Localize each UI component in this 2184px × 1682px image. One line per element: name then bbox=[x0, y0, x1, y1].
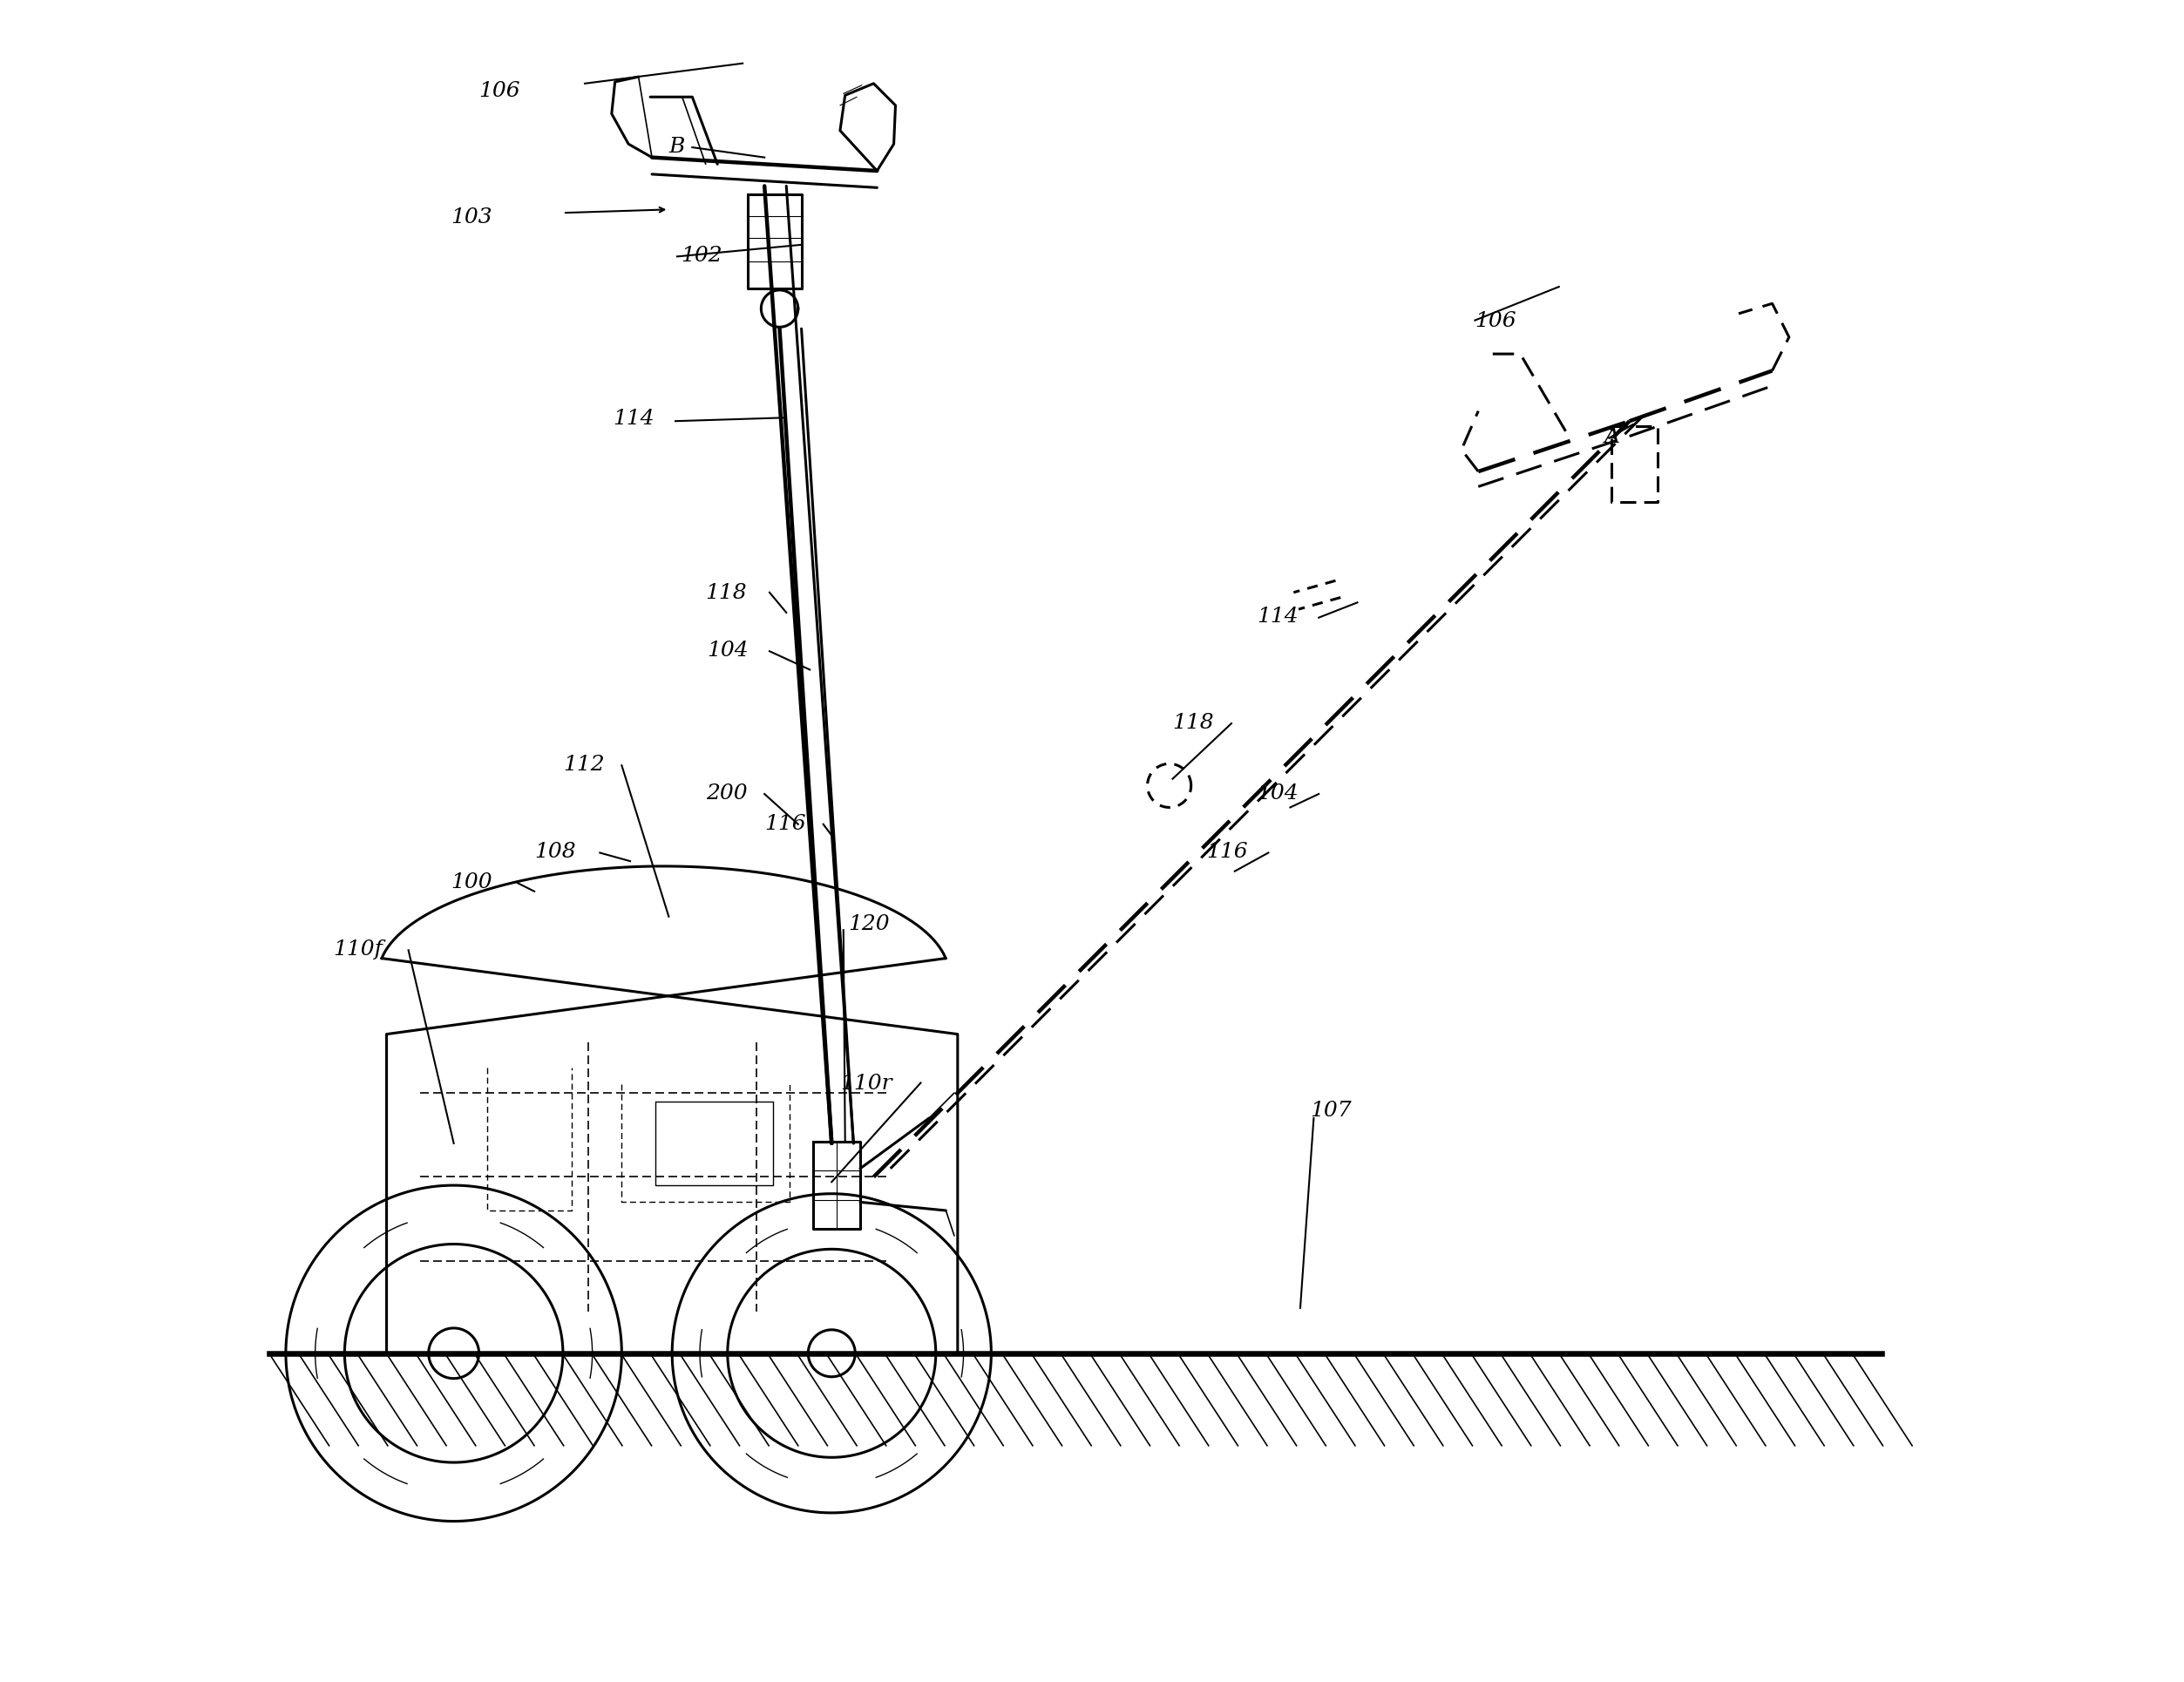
Text: 114: 114 bbox=[614, 409, 655, 429]
Text: 116: 116 bbox=[1206, 843, 1247, 863]
Text: 110r: 110r bbox=[841, 1073, 891, 1093]
Text: 118: 118 bbox=[705, 584, 747, 604]
Text: 120: 120 bbox=[847, 915, 889, 935]
Text: 104: 104 bbox=[708, 641, 749, 661]
Text: 106: 106 bbox=[1474, 311, 1516, 331]
Text: 114: 114 bbox=[1256, 607, 1297, 627]
Text: 118: 118 bbox=[1173, 713, 1214, 733]
Text: 102: 102 bbox=[681, 246, 723, 266]
Text: B: B bbox=[668, 136, 686, 156]
Text: 200: 200 bbox=[705, 784, 747, 804]
Text: 116: 116 bbox=[764, 814, 806, 834]
Text: 110f: 110f bbox=[332, 940, 382, 959]
Text: 104: 104 bbox=[1256, 784, 1297, 804]
Text: 103: 103 bbox=[450, 207, 491, 227]
Text: 108: 108 bbox=[535, 843, 577, 863]
Text: 100: 100 bbox=[450, 873, 491, 893]
Text: 107: 107 bbox=[1310, 1100, 1352, 1120]
Text: A: A bbox=[1605, 427, 1621, 447]
Text: 112: 112 bbox=[563, 755, 605, 775]
Text: 106: 106 bbox=[478, 81, 520, 101]
